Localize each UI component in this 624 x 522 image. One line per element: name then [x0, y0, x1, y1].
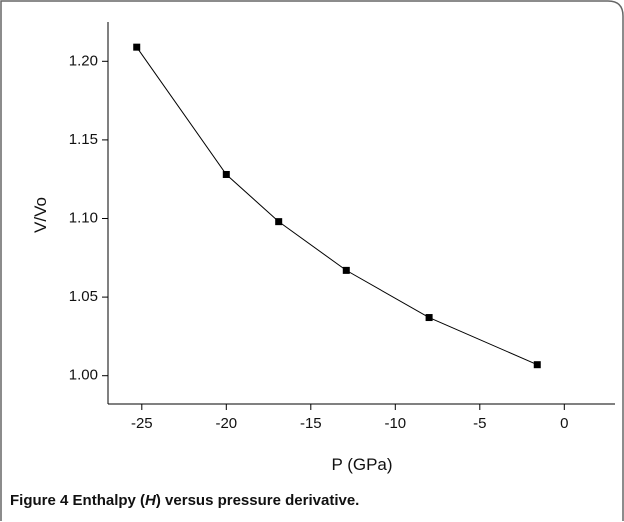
data-point: [342, 266, 350, 274]
y-tick-label: 1.20: [69, 52, 98, 69]
x-tick-label: -15: [300, 415, 322, 432]
data-point: [425, 314, 433, 322]
caption-label: Figure 4: [10, 492, 69, 509]
data-point: [533, 361, 541, 369]
x-tick-label: -5: [473, 415, 486, 432]
y-tick-label: 1.10: [69, 209, 98, 226]
caption-text: Enthalpy (: [73, 492, 146, 509]
series-line: [136, 46, 538, 366]
y-tick-label: 1.15: [69, 131, 98, 148]
caption-text: H: [145, 492, 157, 509]
caption: Figure 4 Enthalpy (H) versus pressure de…: [10, 492, 359, 509]
x-axis-title: P (GPa): [331, 455, 392, 474]
caption-text: ) versus pressure derivative.: [156, 492, 359, 509]
y-tick-label: 1.00: [69, 367, 98, 384]
y-tick-label: 1.05: [69, 288, 98, 305]
x-tick-label: -10: [384, 415, 406, 432]
data-point: [222, 170, 230, 178]
data-point: [133, 43, 141, 51]
x-tick-label: -20: [215, 415, 237, 432]
y-axis-title: V/Vo: [31, 197, 50, 233]
x-tick-label: -25: [131, 415, 153, 432]
data-point: [275, 218, 283, 226]
x-tick-label: 0: [560, 415, 568, 432]
